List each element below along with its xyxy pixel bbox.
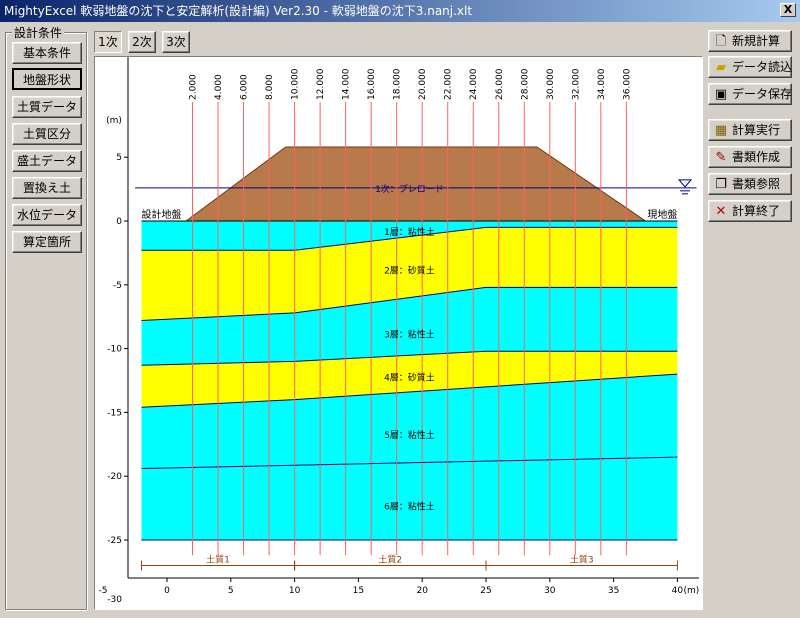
view-documents-icon: ❐	[715, 177, 727, 192]
x-tick-label: 30	[544, 586, 556, 596]
calc-point-label: 26.000	[495, 68, 505, 100]
view-documents-button[interactable]: ❐ 書類参照	[708, 173, 792, 195]
save-disk-icon: ▣	[714, 87, 728, 102]
calc-location-button[interactable]: 算定箇所	[12, 231, 82, 253]
calc-point-label: 18.000	[393, 68, 403, 100]
calc-point-label: 36.000	[622, 68, 632, 100]
window-title: MightyExcel 軟弱地盤の沈下と安定解析(設計編) Ver2.30 - …	[4, 4, 473, 18]
calc-point-label: 20.000	[418, 68, 428, 100]
tab-stage-2[interactable]: 2次	[128, 31, 156, 53]
soil-layer-label: 5層：粘性土	[384, 429, 435, 441]
x-tick-label: 20	[416, 586, 428, 596]
close-x-icon: ✕	[715, 204, 727, 219]
x-tick-label: 40	[672, 586, 684, 596]
ground-profile-chart: 2.000 4.000 6.000 8.000 10.000 12.000 14.000 16…	[99, 57, 700, 605]
x-tick-label: 0	[164, 586, 170, 596]
x-tick-label: 5	[228, 586, 234, 596]
exit-calc-button[interactable]: ✕ 計算終了	[708, 200, 792, 222]
layer-boundary-5	[141, 456, 678, 469]
design-conditions-group	[5, 32, 87, 610]
tab-stage-3[interactable]: 3次	[162, 31, 190, 53]
load-data-label: データ読込	[732, 60, 793, 74]
soil-layer-4	[141, 351, 678, 408]
calc-point-label: 22.000	[444, 68, 454, 100]
soil-layer-label: 2層：砂質土	[384, 264, 435, 276]
title-bar: MightyExcel 軟弱地盤の沈下と安定解析(設計編) Ver2.30 - …	[0, 0, 800, 22]
y-tick-label: -20	[107, 472, 122, 482]
embankment-label: 1次：プレロード	[375, 183, 444, 195]
y-tick-label: 5	[116, 153, 122, 163]
water-level-icon	[677, 179, 693, 188]
soil-layer-5	[141, 374, 678, 469]
run-calc-button[interactable]: ▦ 計算実行	[708, 119, 792, 141]
edit-document-icon: ✎	[715, 150, 727, 165]
soil-layer-label: 1層：粘性土	[384, 226, 435, 238]
embankment-data-button[interactable]: 盛土データ	[12, 150, 82, 172]
design-ground-label: 設計地盤	[141, 208, 181, 221]
tab-stage-1[interactable]: 1次	[94, 31, 122, 53]
y-tick-label: -25	[107, 536, 122, 546]
load-data-button[interactable]: ▰ データ読込	[708, 56, 792, 78]
soil-zone-button[interactable]: 土質区分	[12, 123, 82, 145]
calc-point-label: 10.000	[291, 68, 301, 100]
open-folder-icon: ▰	[716, 60, 726, 75]
calc-point-label: 16.000	[367, 68, 377, 100]
replacement-soil-button[interactable]: 置換え土	[12, 177, 82, 199]
calc-point-label: 14.000	[342, 68, 352, 100]
x-tick-label: 35	[608, 586, 619, 596]
calc-point-label: 4.000	[214, 74, 224, 100]
water-level-data-button[interactable]: 水位データ	[12, 204, 82, 226]
existing-ground-label: 現地盤	[647, 208, 677, 221]
calc-point-label: 6.000	[240, 74, 250, 100]
soil-layer-label: 4層：砂質土	[384, 372, 435, 384]
calculator-icon: ▦	[714, 123, 728, 138]
soil-layer-label: 6層：粘性土	[384, 501, 435, 513]
soil-zone-label: 土質1	[206, 554, 230, 566]
ground-profile-canvas: 2.000 4.000 6.000 8.000 10.000 12.000 14.000 16…	[94, 56, 703, 610]
calc-point-label: 32.000	[571, 68, 581, 100]
create-document-button[interactable]: ✎ 書類作成	[708, 146, 792, 168]
x-tick-label: 10	[289, 586, 301, 596]
run-calc-label: 計算実行	[732, 123, 781, 137]
new-document-icon: 🗋	[715, 34, 727, 49]
x-tick-label: -5	[99, 586, 108, 596]
x-tick-label: 15	[353, 586, 364, 596]
new-calc-button[interactable]: 🗋 新規計算	[708, 30, 792, 52]
create-document-label: 書類作成	[732, 150, 781, 164]
calc-point-label: 2.000	[189, 74, 199, 100]
basic-conditions-button[interactable]: 基本条件	[12, 42, 82, 64]
soil-layer-1	[141, 221, 678, 251]
y-tick-label: -30	[107, 595, 122, 605]
x-axis-unit: (m)	[684, 586, 700, 596]
y-tick-label: 0	[116, 217, 122, 227]
design-conditions-label: 設計条件	[12, 24, 65, 41]
calc-point-label: 28.000	[520, 68, 530, 100]
calc-point-label: 34.000	[597, 68, 607, 100]
save-data-label: データ保存	[732, 87, 793, 101]
y-tick-label: -5	[113, 281, 122, 291]
calc-point-label: 30.000	[546, 68, 556, 100]
exit-calc-label: 計算終了	[732, 204, 781, 218]
soil-layer-label: 3層：粘性土	[384, 328, 435, 340]
calc-point-label: 24.000	[469, 68, 479, 100]
y-axis-unit: (m)	[106, 116, 122, 126]
soil-zone-label: 土質2	[378, 554, 402, 566]
ground-shape-button[interactable]: 地盤形状	[12, 68, 82, 90]
soil-layer-6	[141, 457, 678, 540]
window-close-button[interactable]: X	[780, 3, 796, 17]
view-documents-label: 書類参照	[732, 177, 781, 191]
y-tick-label: -15	[107, 408, 122, 418]
calc-point-label: 12.000	[316, 68, 326, 100]
save-data-button[interactable]: ▣ データ保存	[708, 83, 792, 105]
soil-zone-label: 土質3	[570, 554, 594, 566]
soil-data-button[interactable]: 土質データ	[12, 96, 82, 118]
y-tick-label: -10	[107, 345, 122, 355]
soil-layer-3	[141, 287, 678, 366]
new-calc-label: 新規計算	[732, 34, 781, 48]
x-tick-label: 25	[480, 586, 491, 596]
calc-point-label: 8.000	[265, 74, 275, 100]
